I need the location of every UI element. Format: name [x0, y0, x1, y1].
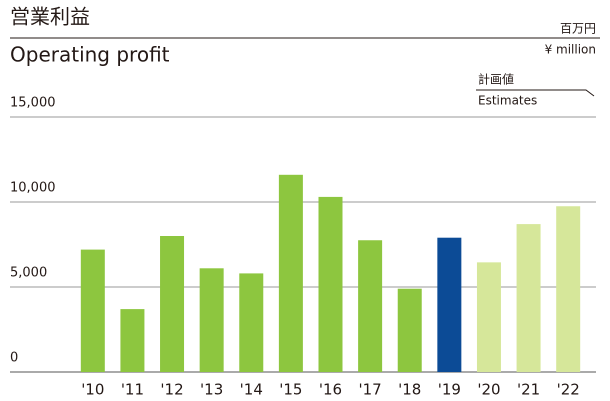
- x-tick-label: '11: [121, 381, 144, 399]
- x-tick-label: '20: [477, 381, 500, 399]
- bar: [80, 249, 105, 372]
- bar: [437, 237, 462, 372]
- bar: [160, 236, 185, 372]
- x-tick-label: '10: [81, 381, 104, 399]
- bar: [358, 240, 383, 372]
- x-tick-label: '19: [438, 381, 461, 399]
- bar: [397, 288, 422, 372]
- x-tick-label: '15: [279, 381, 302, 399]
- bar: [120, 309, 145, 372]
- bar: [278, 174, 303, 372]
- unit-label-en: ¥ million: [545, 43, 596, 57]
- x-tick-label: '16: [319, 381, 342, 399]
- legend-arrow: [476, 89, 595, 97]
- x-tick-label: '18: [398, 381, 421, 399]
- bar: [239, 273, 264, 372]
- x-tick-label: '12: [160, 381, 183, 399]
- bar: [556, 206, 581, 372]
- legend-label: 計画値: [478, 72, 514, 87]
- y-tick-label: 15,000: [10, 96, 56, 111]
- bar: [318, 196, 343, 372]
- y-tick-label: 10,000: [10, 181, 56, 196]
- x-tick-label: '17: [359, 381, 382, 399]
- legend-label-en: Estimates: [478, 94, 537, 108]
- bar: [516, 224, 541, 372]
- x-tick-label: '22: [557, 381, 580, 399]
- y-tick-label: 0: [10, 351, 18, 366]
- x-tick-label: '21: [517, 381, 540, 399]
- bar: [199, 268, 224, 372]
- chart-title: 営業利益: [10, 5, 90, 29]
- bar: [476, 262, 501, 372]
- chart-subtitle: Operating profit: [10, 43, 170, 67]
- x-tick-label: '14: [240, 381, 263, 399]
- unit-label: 百万円: [560, 22, 596, 36]
- x-tick-label: '13: [200, 381, 223, 399]
- y-tick-label: 5,000: [10, 266, 47, 281]
